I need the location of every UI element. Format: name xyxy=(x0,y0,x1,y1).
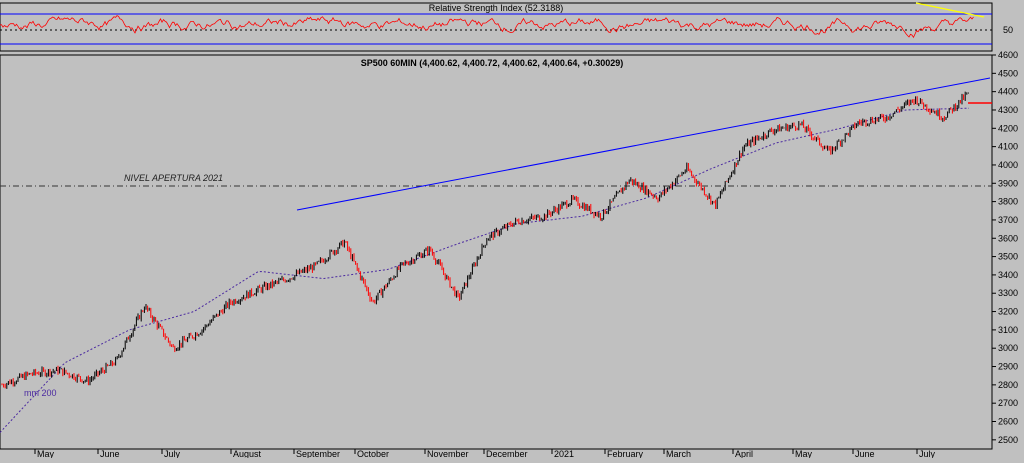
price-ytick-label: 3900 xyxy=(998,178,1018,188)
price-panel xyxy=(0,54,993,450)
nivel-apertura-label: NIVEL APERTURA 2021 xyxy=(124,173,223,183)
price-ytick-label: 2500 xyxy=(998,435,1018,445)
ma200-path xyxy=(0,107,970,433)
price-xtick-label: October xyxy=(357,449,389,458)
price-ytick-label: 3700 xyxy=(998,215,1018,225)
price-xtick-label: March xyxy=(666,449,691,458)
price-ytick-label: 4400 xyxy=(998,87,1018,97)
price-ytick-label: 4500 xyxy=(998,68,1018,78)
price-ytick-label: 4300 xyxy=(998,105,1018,115)
price-ytick-label: 2600 xyxy=(998,417,1018,427)
price-ytick-label: 2700 xyxy=(998,398,1018,408)
price-yaxis: 2500 2600 2700 2800 2900 3000 3100 3200 3300 3400… xyxy=(992,50,1018,445)
price-ytick-label: 3400 xyxy=(998,270,1018,280)
price-ytick-label: 3600 xyxy=(998,233,1018,243)
price-xtick-label: June xyxy=(855,449,875,458)
rsi-title: Relative Strength Index (52.3188) xyxy=(429,3,564,13)
price-xtick-label: April xyxy=(735,449,753,458)
price-ytick-label: 3500 xyxy=(998,252,1018,262)
price-xtick-label: 2021 xyxy=(554,449,574,458)
price-ytick-label: 2800 xyxy=(998,380,1018,390)
rsi-ytick-label: 50 xyxy=(1003,25,1013,35)
price-ytick-label: 3800 xyxy=(998,197,1018,207)
candles xyxy=(1,91,969,389)
price-title: SP500 60MIN (4,400.62, 4,400.72, 4,400.6… xyxy=(361,58,623,68)
resistance-line xyxy=(296,77,991,211)
price-xtick-label: July xyxy=(919,449,936,458)
price-ytick-label: 3000 xyxy=(998,343,1018,353)
price-xtick-label: July xyxy=(164,449,181,458)
price-xtick-label: February xyxy=(607,449,644,458)
price-ytick-label: 2900 xyxy=(998,362,1018,372)
rsi-panel xyxy=(0,2,993,52)
price-xtick-label: May xyxy=(795,449,813,458)
price-xtick-label: December xyxy=(486,449,528,458)
price-ytick-label: 3300 xyxy=(998,288,1018,298)
price-xtick-label: June xyxy=(100,449,120,458)
ma200-line xyxy=(0,107,970,433)
price-ytick-label: 4200 xyxy=(998,123,1018,133)
ma200-label: mm 200 xyxy=(24,388,57,398)
price-ytick-label: 3200 xyxy=(998,307,1018,317)
price-xtick-label: August xyxy=(233,449,262,458)
price-xtick-label: May xyxy=(37,449,55,458)
price-ytick-label: 4600 xyxy=(998,50,1018,60)
price-xaxis: May June July August September October Novembe… xyxy=(34,449,936,459)
price-ytick-label: 3100 xyxy=(998,325,1018,335)
price-xtick-label: November xyxy=(427,449,469,458)
price-xtick-label: September xyxy=(296,449,340,458)
rsi-series xyxy=(0,15,974,39)
rsi-trendline xyxy=(915,2,985,18)
price-ytick-label: 4000 xyxy=(998,160,1018,170)
rsi-path xyxy=(0,15,974,39)
price-ytick-label: 4100 xyxy=(998,142,1018,152)
